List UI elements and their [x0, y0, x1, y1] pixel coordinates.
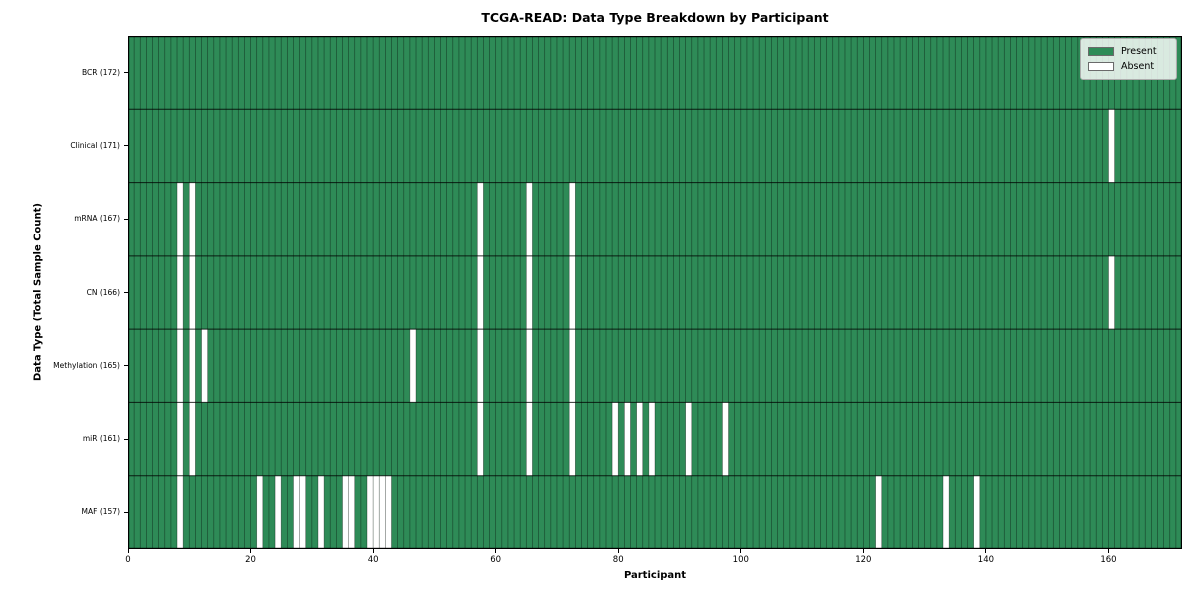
legend: Present Absent	[1080, 38, 1177, 80]
x-tick-label: 20	[245, 555, 256, 565]
legend-entry-absent: Absent	[1088, 59, 1169, 74]
x-tick-label: 100	[732, 555, 749, 565]
x-tick-mark	[250, 549, 252, 553]
x-tick-mark	[495, 549, 497, 553]
x-tick-label: 160	[1100, 555, 1117, 565]
absent-swatch-icon	[1088, 62, 1114, 71]
y-tick-label: BCR (172)	[81, 67, 120, 77]
x-tick-mark	[862, 549, 864, 553]
x-tick-mark	[617, 549, 619, 553]
x-tick-label: 120	[855, 555, 872, 565]
y-tick-label: Clinical (171)	[70, 140, 120, 150]
y-tick-label: MAF (157)	[81, 507, 120, 517]
x-tick-label: 60	[490, 555, 502, 565]
legend-label-present: Present	[1121, 46, 1157, 57]
heatmap-plot-area	[128, 36, 1182, 549]
x-tick-mark	[1107, 549, 1109, 553]
x-tick-mark	[127, 549, 129, 553]
chart-title: TCGA-READ: Data Type Breakdown by Partic…	[481, 10, 829, 25]
x-tick-label: 0	[125, 555, 131, 565]
present-swatch-icon	[1088, 47, 1114, 56]
y-tick-label: miR (161)	[82, 434, 120, 444]
x-tick-mark	[372, 549, 374, 553]
heatmap-grid	[128, 36, 1182, 549]
x-axis-label: Participant	[623, 570, 687, 581]
y-axis-label: Data Type (Total Sample Count)	[32, 202, 44, 382]
y-tick-label: Methylation (165)	[53, 360, 120, 370]
x-tick-mark	[985, 549, 987, 553]
y-tick-label: mRNA (167)	[74, 214, 120, 224]
x-tick-mark	[740, 549, 742, 553]
y-tick-label: CN (166)	[86, 287, 120, 297]
legend-label-absent: Absent	[1121, 61, 1155, 72]
x-tick-label: 140	[977, 555, 995, 565]
x-tick-label: 80	[612, 555, 624, 565]
x-tick-label: 40	[367, 555, 379, 565]
legend-entry-present: Present	[1088, 44, 1169, 59]
